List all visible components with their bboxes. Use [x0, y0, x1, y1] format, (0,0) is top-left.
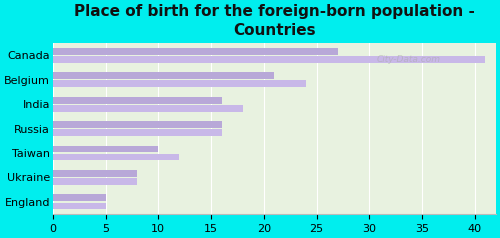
Bar [53, 105, 242, 112]
Bar [53, 56, 486, 63]
Bar [53, 203, 106, 209]
Bar [53, 154, 180, 160]
Bar [53, 194, 106, 201]
Bar [53, 146, 158, 152]
Bar [53, 170, 137, 177]
Title: Place of birth for the foreign-born population -
Countries: Place of birth for the foreign-born popu… [74, 4, 475, 38]
Bar [53, 178, 137, 185]
Bar [53, 97, 222, 104]
Text: City-Data.com: City-Data.com [376, 55, 440, 64]
Bar [53, 121, 222, 128]
Bar [53, 80, 306, 87]
Bar [53, 48, 338, 55]
Bar [53, 129, 222, 136]
Bar [53, 72, 274, 79]
